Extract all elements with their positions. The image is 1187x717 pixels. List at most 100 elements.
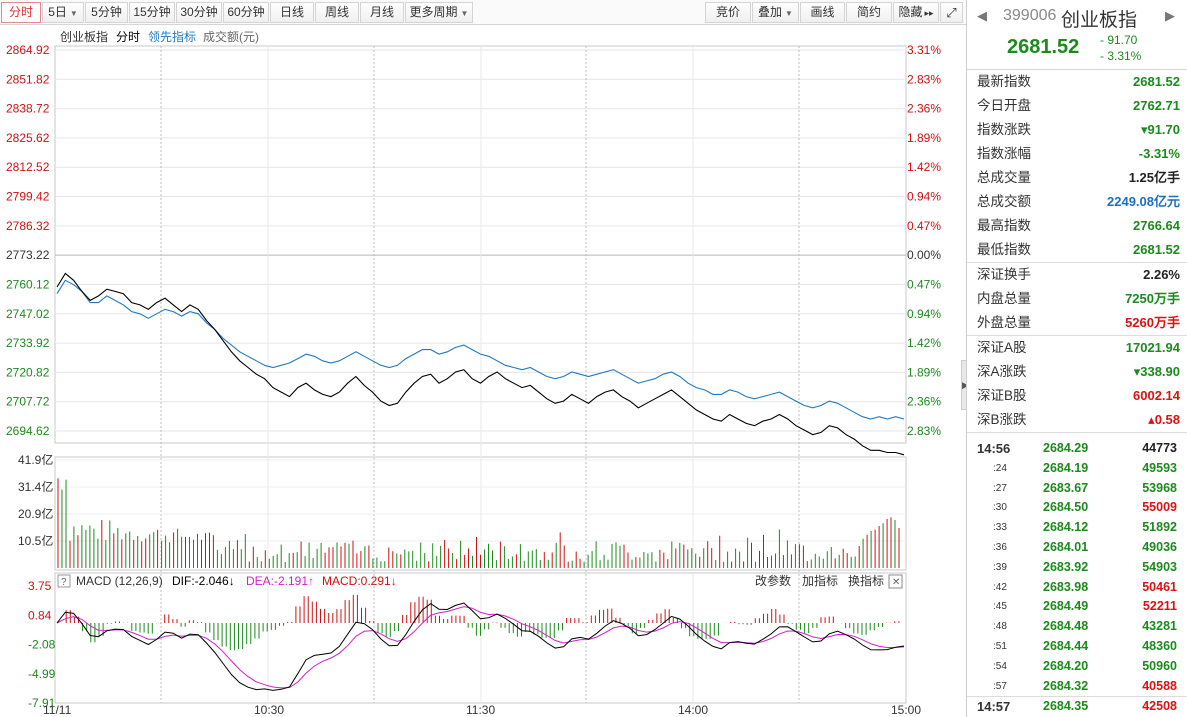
close-icon-glyph: ✕ [892,577,900,588]
quote-stats-main: 最新指数 2681.52 今日开盘 2762.71 指数涨跌 ▾91.70 指数涨幅 -3.3… [967,70,1187,262]
pct-axis-label: 2.83% [907,424,941,438]
tick-volume: 50461 [1142,579,1177,594]
tick-time: 14:57 [977,699,1011,715]
tick-row: 14:56 2684.29 44773 [967,439,1187,459]
volume-axis-label: 41.9亿 [18,452,53,467]
stat-value: 2249.08亿元 [1107,194,1180,209]
tool-button-4[interactable]: 隐藏 ▸▸ [893,2,939,23]
stat-label: 外盘总量 [977,315,1031,330]
price-line [56,272,905,456]
pct-axis-label: 1.42% [907,160,941,174]
pct-axis-label: 1.42% [907,336,941,350]
tick-price: 2684.29 [1043,441,1089,455]
tick-price: 2684.35 [1043,699,1089,714]
pct-axis-label: 1.89% [907,131,941,145]
tool-button-label: 简约 [856,5,881,19]
macd-button-0[interactable]: 改参数 [755,573,791,588]
stat-value: 17021.94 [1125,340,1180,355]
price-change: - 91.70 [1100,33,1138,47]
tick-row: 14:57 2684.35 42508 [967,696,1187,716]
stat-label: 今日开盘 [977,98,1031,113]
tick-time: :51 [993,640,1007,652]
stat-row: 指数涨幅 -3.31% [967,142,1187,166]
price-axis-label: 2760.12 [6,277,50,291]
period-button-label: 更多周期 [409,5,458,19]
macd-button-2[interactable]: 换指标 [848,573,884,588]
dif-line [56,602,905,691]
stat-row: 内盘总量 7250万手 [967,287,1187,311]
tick-list[interactable]: 14:56 2684.29 44773:24 2684.19 49593:27 2683.… [967,432,1187,716]
tick-price: 2684.32 [1043,678,1089,693]
tick-time: :42 [993,581,1007,593]
fullscreen-icon[interactable]: ⤢ [940,2,963,23]
period-button-0[interactable]: 分时 [1,2,41,23]
tool-button-3[interactable]: 简约 [846,2,892,23]
tick-price: 2684.20 [1043,658,1089,673]
quote-panel: ◀ 399006 创业板指 ▶ 2681.52 - 91.70 - 3.31% … [966,0,1187,717]
pct-axis-label: 0.00% [907,248,941,262]
price-axis-label: 2838.72 [6,102,50,116]
caret-down-icon: ▼ [785,9,793,18]
tick-time: :24 [993,462,1007,474]
period-button-5[interactable]: 60分钟 [223,2,269,23]
stat-row: 最高指数 2766.64 [967,214,1187,238]
period-button-4[interactable]: 30分钟 [176,2,222,23]
legend-volume: 成交额(元) [203,29,259,44]
stat-label: 深A涨跌 [977,364,1027,379]
prev-stock-icon[interactable]: ◀ [977,8,987,23]
price-axis-label: 2720.82 [6,365,50,379]
period-button-3[interactable]: 15分钟 [129,2,175,23]
tick-row: :33 2684.12 51892 [967,518,1187,538]
period-button-8[interactable]: 月线 [360,2,404,23]
period-button-label: 日线 [279,5,304,19]
stat-value: -3.31% [1138,146,1180,161]
tool-button-2[interactable]: 画线 [800,2,845,23]
stat-row: 深A涨跌 ▾338.90 [967,360,1187,384]
tick-row: :45 2684.49 52211 [967,597,1187,617]
tick-price: 2683.67 [1043,480,1089,495]
macd-value: MACD:0.291↓ [322,574,397,588]
macd-help-icon[interactable] [57,574,71,588]
stat-label: 深证换手 [977,267,1031,282]
tool-button-1[interactable]: 叠加 ▼ [752,2,799,23]
tick-volume: 53968 [1142,480,1177,495]
macd-close-icon[interactable] [888,574,903,589]
tool-button-0[interactable]: 竞价 [705,2,751,23]
tick-volume: 40588 [1142,678,1177,693]
next-stock-icon[interactable]: ▶ [1165,8,1175,23]
period-button-7[interactable]: 周线 [315,2,359,23]
tick-row: :24 2684.19 49593 [967,459,1187,479]
stat-label: 最高指数 [977,218,1031,233]
stat-label: 深证A股 [977,340,1027,355]
tick-row: :42 2683.98 50461 [967,578,1187,598]
tick-time: :45 [993,601,1007,613]
time-axis-label: 11/11 [43,703,72,717]
tool-button-label: 隐藏 [898,5,923,19]
stat-value: 2762.71 [1133,98,1180,113]
tick-volume: 54903 [1142,559,1177,574]
tool-button-label: 叠加 [758,5,783,19]
tick-volume: 43281 [1142,619,1177,634]
stat-row: 深证A股 17021.94 [967,336,1187,360]
period-button-1[interactable]: 5日 ▼ [42,2,84,23]
period-button-2[interactable]: 5分钟 [85,2,128,23]
period-button-6[interactable]: 日线 [270,2,314,23]
macd-axis-label: 3.75 [28,579,52,593]
stat-row: 最低指数 2681.52 [967,238,1187,262]
period-button-9[interactable]: 更多周期 ▼ [405,2,473,23]
stat-label: 指数涨跌 [977,122,1031,137]
tick-row: :54 2684.20 50960 [967,657,1187,677]
tick-price: 2683.98 [1043,579,1089,594]
time-axis-label: 15:00 [891,703,921,717]
lead-indicator-line [56,279,905,420]
period-button-label: 15分钟 [133,5,171,19]
macd-button-1[interactable]: 加指标 [802,573,838,588]
period-button-label: 分时 [8,5,33,19]
tick-price: 2684.48 [1043,619,1089,634]
stat-value: ▾91.70 [1140,122,1180,137]
stat-value: ▴0.58 [1148,412,1180,427]
tool-button-label: 画线 [810,5,835,19]
tick-price: 2684.19 [1043,460,1089,475]
volume-axis-label: 20.9亿 [18,506,53,521]
quote-stats-volume: 深证换手 2.26% 内盘总量 7250万手 外盘总量 5260万手 [967,262,1187,335]
